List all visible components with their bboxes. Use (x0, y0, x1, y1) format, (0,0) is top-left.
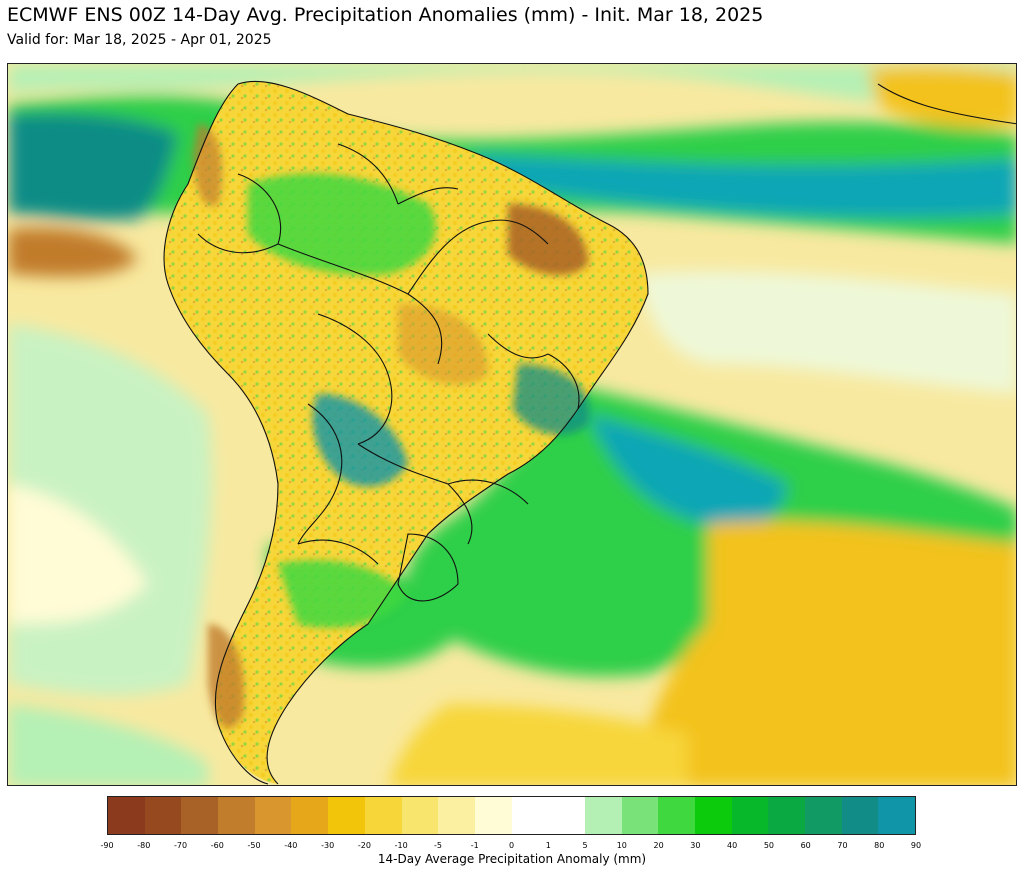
colorbar-swatch (108, 797, 145, 834)
colorbar-tick-label: 20 (653, 841, 664, 850)
colorbar-swatch (841, 797, 879, 834)
map-title: ECMWF ENS 00Z 14-Day Avg. Precipitation … (7, 4, 764, 26)
colorbar-tick-label: -90 (100, 841, 114, 850)
colorbar-tick-label: -30 (321, 841, 335, 850)
map-subtitle: Valid for: Mar 18, 2025 - Apr 01, 2025 (7, 32, 272, 48)
colorbar-label: 14-Day Average Precipitation Anomaly (mm… (377, 852, 647, 866)
colorbar-swatch (548, 797, 585, 834)
colorbar-tick-label: -60 (210, 841, 224, 850)
colorbar-swatch (181, 797, 219, 834)
colorbar-tick-label: 50 (763, 841, 774, 850)
colorbar-swatch (878, 797, 916, 834)
colorbar-tick-label: 40 (727, 841, 738, 850)
colorbar-swatch (218, 797, 255, 834)
colorbar-swatch (621, 797, 659, 834)
colorbar-swatch (291, 797, 329, 834)
colorbar-tick-label: -70 (173, 841, 188, 850)
colorbar-tick-label: 5 (582, 841, 588, 850)
country-borders (163, 80, 1016, 785)
colorbar-tick-label: -10 (394, 841, 408, 850)
colorbar-tick-label: -1 (470, 841, 479, 850)
colorbar-swatch (768, 797, 806, 834)
colorbar-swatch (364, 797, 402, 834)
colorbar-tick-label: 1 (545, 841, 551, 850)
colorbar-tick-label: 0 (508, 841, 515, 850)
anomaly-field (8, 64, 1016, 785)
colorbar-tick-label: 90 (910, 841, 922, 850)
colorbar-swatch (254, 797, 292, 834)
colorbar-swatch (584, 797, 622, 834)
colorbar-swatch (438, 797, 475, 834)
colorbar-tick-label: 60 (800, 841, 811, 850)
colorbar-swatch (474, 797, 512, 834)
colorbar-tick-label: -40 (284, 841, 298, 850)
colorbar-ticks: -90 -80 -70 -60 -50 -40 -30 -20 -10 -5 -1 0 1 5 10 20 30… (100, 841, 921, 855)
colorbar (107, 796, 916, 835)
continent-field (164, 81, 648, 784)
colorbar-swatch (658, 797, 695, 834)
colorbar-tick-label: -5 (433, 841, 442, 850)
colorbar-swatch (401, 797, 439, 834)
colorbar-tick-label: -50 (247, 841, 261, 850)
colorbar-tick-label: 30 (690, 841, 701, 850)
colorbar-swatch (805, 797, 842, 834)
colorbar-tick-label: -20 (357, 841, 371, 850)
colorbar-swatch (328, 797, 365, 834)
colorbar-swatch (695, 797, 732, 834)
colorbar-swatch (511, 797, 549, 834)
colorbar-tick-label: 80 (874, 841, 885, 850)
colorbar-tick-label: 70 (837, 841, 848, 850)
map-canvas (8, 64, 1016, 785)
coastline-south-america (163, 80, 649, 785)
colorbar-swatch (731, 797, 769, 834)
colorbar-swatch (144, 797, 182, 834)
precipitation-anomaly-map (7, 63, 1017, 786)
colorbar-tick-label: -80 (137, 841, 151, 850)
colorbar-tick-label: 10 (616, 841, 627, 850)
